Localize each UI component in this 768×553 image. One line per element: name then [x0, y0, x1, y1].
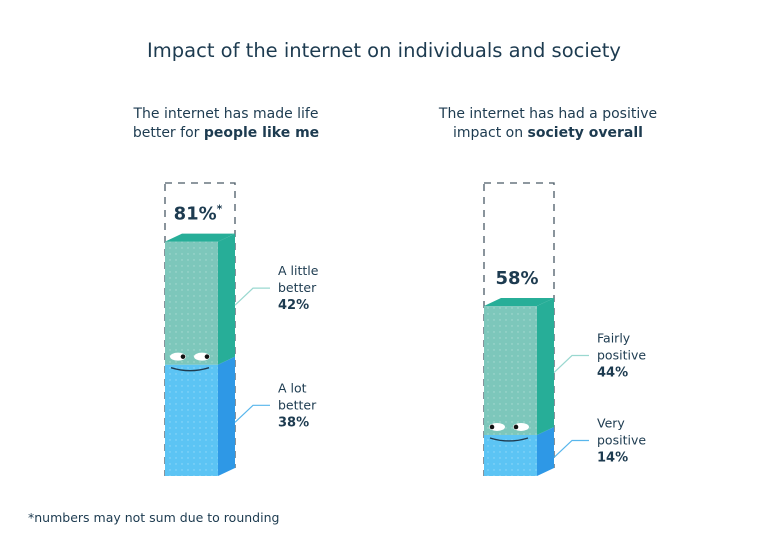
segment-label-line2: better: [278, 397, 317, 412]
panel-2: Very positive 14% Fairly positive 44% 58%: [483, 182, 646, 476]
segment-label-line2: better: [278, 280, 317, 295]
pupil: [180, 354, 186, 359]
panel-2-subtitle-regular: impact on: [453, 125, 528, 141]
panel-1: A lot better 38% A little better 42% 81%*: [164, 182, 319, 476]
panel-1-subtitle-line1: The internet has made life: [133, 106, 319, 122]
segment-value-label: 44%: [597, 366, 628, 381]
panel-1-subtitle-regular: better for: [133, 125, 204, 141]
bar-segment-side: [218, 233, 235, 365]
panel-2-subtitle-line1: The internet has had a positive: [438, 106, 657, 122]
segment-label-line1: Fairly: [597, 331, 631, 346]
footnote-marker: *: [217, 203, 223, 216]
total-label: 58%: [495, 268, 538, 289]
segment-label-line1: Very: [597, 415, 625, 430]
panel-1-subtitle-bold: people like me: [204, 125, 319, 141]
segment-value-label: 42%: [278, 298, 309, 313]
panel-2-subtitle-line2: impact on society overall: [453, 125, 643, 141]
chart-title: Impact of the internet on individuals an…: [147, 39, 621, 62]
segment-label-line2: positive: [597, 432, 646, 447]
bar-segment-side: [218, 356, 235, 476]
panel-2-subtitle-bold: society overall: [528, 125, 643, 141]
bar-segment-texture: [484, 306, 537, 435]
pupil: [513, 424, 519, 430]
bar-segment-texture: [484, 434, 537, 476]
total-label: 81%*: [174, 203, 223, 225]
bar-segment-side: [537, 298, 554, 435]
segment-value-label: 38%: [278, 415, 309, 430]
bar-segment-side: [537, 426, 554, 476]
segment-label-line1: A lot: [278, 380, 307, 395]
panel-1-subtitle-line2: better for people like me: [133, 125, 319, 141]
bar-top-face: [484, 298, 554, 307]
bars: A lot better 38% A little better 42% 81%* Very p…: [164, 182, 646, 476]
mouth: [489, 437, 529, 442]
mouth: [170, 366, 210, 372]
leader-line: [234, 287, 270, 306]
segment-label-line1: A little: [278, 263, 319, 278]
leader-line: [553, 354, 589, 373]
bar-segment-texture: [165, 364, 218, 476]
segment-label-line2: positive: [597, 348, 646, 363]
pupil: [204, 354, 210, 359]
bar-top-face: [165, 233, 235, 242]
pupil: [489, 424, 495, 430]
footnote: *numbers may not sum due to rounding: [28, 510, 279, 525]
leader-line: [553, 439, 589, 458]
bar-segment-texture: [165, 241, 218, 365]
segment-value-label: 14%: [597, 450, 628, 465]
leader-line: [234, 404, 270, 423]
